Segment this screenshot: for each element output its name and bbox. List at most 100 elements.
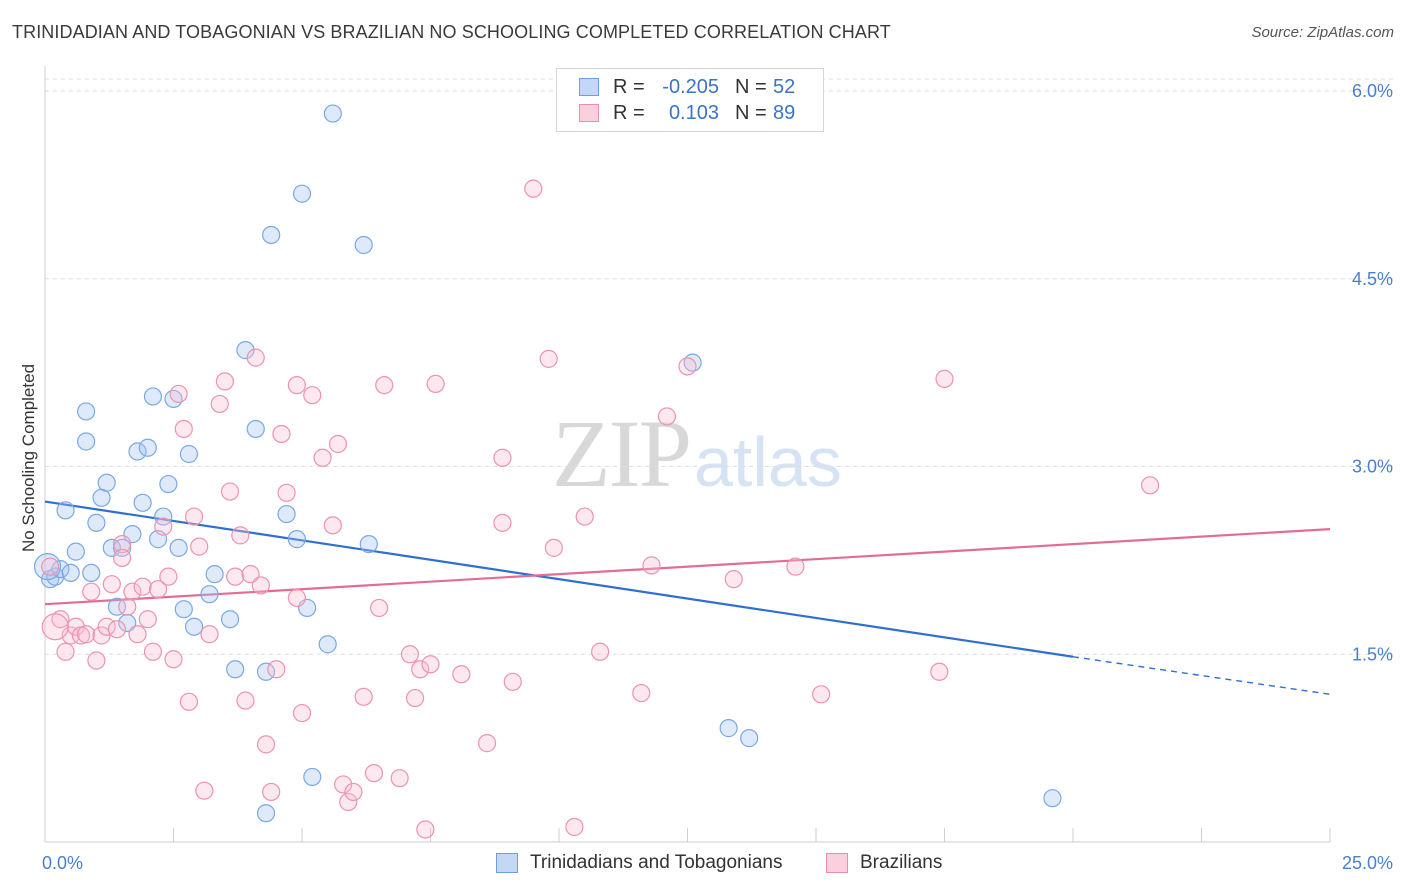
brazilian-point <box>416 820 435 839</box>
brazilian-trend-line <box>44 527 1331 606</box>
brazilian-point <box>184 507 204 526</box>
brazilian-point <box>503 672 522 691</box>
brazilian-point <box>128 625 147 644</box>
brazilian-point <box>220 482 240 501</box>
brazilian-point <box>339 792 358 812</box>
trinidadian-point <box>200 585 219 604</box>
brazilian-point <box>267 660 286 679</box>
brazilian-point <box>112 535 132 554</box>
brazilian-point <box>364 764 384 783</box>
brazilian-point <box>66 617 85 636</box>
trinidadian-point <box>138 438 157 457</box>
brazilian-point <box>493 448 512 467</box>
brazilian-point <box>41 557 60 576</box>
brazilian-point <box>236 691 255 710</box>
trinidadian-point <box>303 767 322 787</box>
brazilian-point <box>328 434 348 454</box>
legend-label-brazilians: Brazilians <box>860 852 943 873</box>
brazilian-point <box>287 588 306 608</box>
legend-swatch-trinidadian <box>579 78 599 96</box>
brazilian-point <box>133 577 152 596</box>
trinidadian-point <box>133 493 152 512</box>
brazilian-point <box>575 507 594 526</box>
trinidadian-point <box>354 235 373 255</box>
brazilian-point <box>123 582 142 601</box>
trinidadian-point <box>359 535 378 554</box>
brazilian-point <box>210 394 229 414</box>
legend-swatch-trinidadians <box>496 853 518 873</box>
brazilian-point <box>195 781 214 800</box>
y-tick-label: 3.0% <box>1352 457 1393 477</box>
trinidadian-point <box>740 729 759 748</box>
brazilian-point <box>164 650 183 669</box>
brazilian-point <box>390 769 409 788</box>
brazilian-point <box>159 567 178 586</box>
legend-item-trinidadians[interactable]: Trinidadians and Tobagonians <box>496 852 782 874</box>
brazilian-point <box>313 448 332 467</box>
axes <box>44 66 1331 843</box>
brazilian-point <box>246 348 265 367</box>
brazilian-point <box>405 688 425 708</box>
trinidadian-point <box>226 660 245 679</box>
brazilian-point <box>107 620 127 639</box>
brazilian-point <box>102 575 121 594</box>
brazilian-point <box>812 685 831 704</box>
series-legend: Trinidadians and Tobagonians Brazilians <box>0 852 1406 878</box>
legend-n-label: N = <box>735 101 767 124</box>
brazilian-point <box>544 538 563 557</box>
trinidadian-point <box>92 488 111 507</box>
x-tick-label: 0.0% <box>42 853 83 873</box>
trinidadian-point <box>107 597 127 616</box>
brazilian-point <box>77 625 96 644</box>
brazilian-point <box>251 576 270 595</box>
trinidadian-point <box>97 473 116 492</box>
brazilian-point <box>935 369 954 389</box>
legend-r-label: R = <box>613 101 645 124</box>
legend-row-brazilian: R = 0.103 N = 89 <box>579 100 795 126</box>
legend-r-value: -0.205 <box>662 75 719 98</box>
brazilian-point <box>41 613 69 641</box>
brazilian-point <box>92 626 111 645</box>
legend-n-value: 52 <box>773 75 796 98</box>
legend-item-brazilians[interactable]: Brazilians <box>826 852 942 874</box>
stats-legend: R = -0.205 N = 52 R = 0.103 N = 89 <box>556 68 824 132</box>
brazilian-point <box>292 703 312 723</box>
brazilian-point <box>190 537 209 556</box>
brazilian-point <box>51 610 70 629</box>
brazilian-point <box>678 357 697 376</box>
brazilian-point <box>200 625 219 644</box>
trinidadian-point <box>179 444 199 464</box>
trinidadian-point <box>277 504 296 524</box>
brazilian-point <box>786 557 805 576</box>
trinidadian-point <box>236 341 255 360</box>
brazilian-point <box>1140 476 1160 495</box>
brazilian-point <box>61 626 80 645</box>
brazilian-point <box>262 782 281 802</box>
brazilian-point <box>477 734 497 753</box>
brazilian-point <box>411 660 430 679</box>
legend-swatch-brazilian <box>579 104 599 122</box>
trinidadian-point <box>262 225 281 245</box>
trinidadian-point <box>56 501 75 520</box>
brazilian-point <box>138 610 157 629</box>
brazilian-point <box>272 424 291 444</box>
trinidadian-point <box>87 513 106 532</box>
brazilian-point <box>354 687 373 706</box>
legend-label-trinidadians: Trinidadians and Tobagonians <box>530 852 783 873</box>
brazilian-point <box>277 483 296 502</box>
x-tick-label: 25.0% <box>1342 853 1393 873</box>
trinidadian-point <box>128 442 147 461</box>
brazilian-point <box>241 565 260 584</box>
y-tick-label: 6.0% <box>1352 81 1393 101</box>
trinidadian-point <box>154 507 173 526</box>
trinidadian-point <box>174 600 193 619</box>
brazilian-point <box>231 526 250 545</box>
brazilian-point <box>930 662 949 681</box>
brazilian-point <box>724 570 743 589</box>
brazilian-point <box>226 567 245 586</box>
legend-row-trinidadian: R = -0.205 N = 52 <box>579 74 795 100</box>
brazilian-point <box>215 372 234 391</box>
brazilian-point <box>179 692 199 711</box>
trinidadian-point <box>323 104 342 123</box>
trinidadian-point <box>66 542 85 561</box>
